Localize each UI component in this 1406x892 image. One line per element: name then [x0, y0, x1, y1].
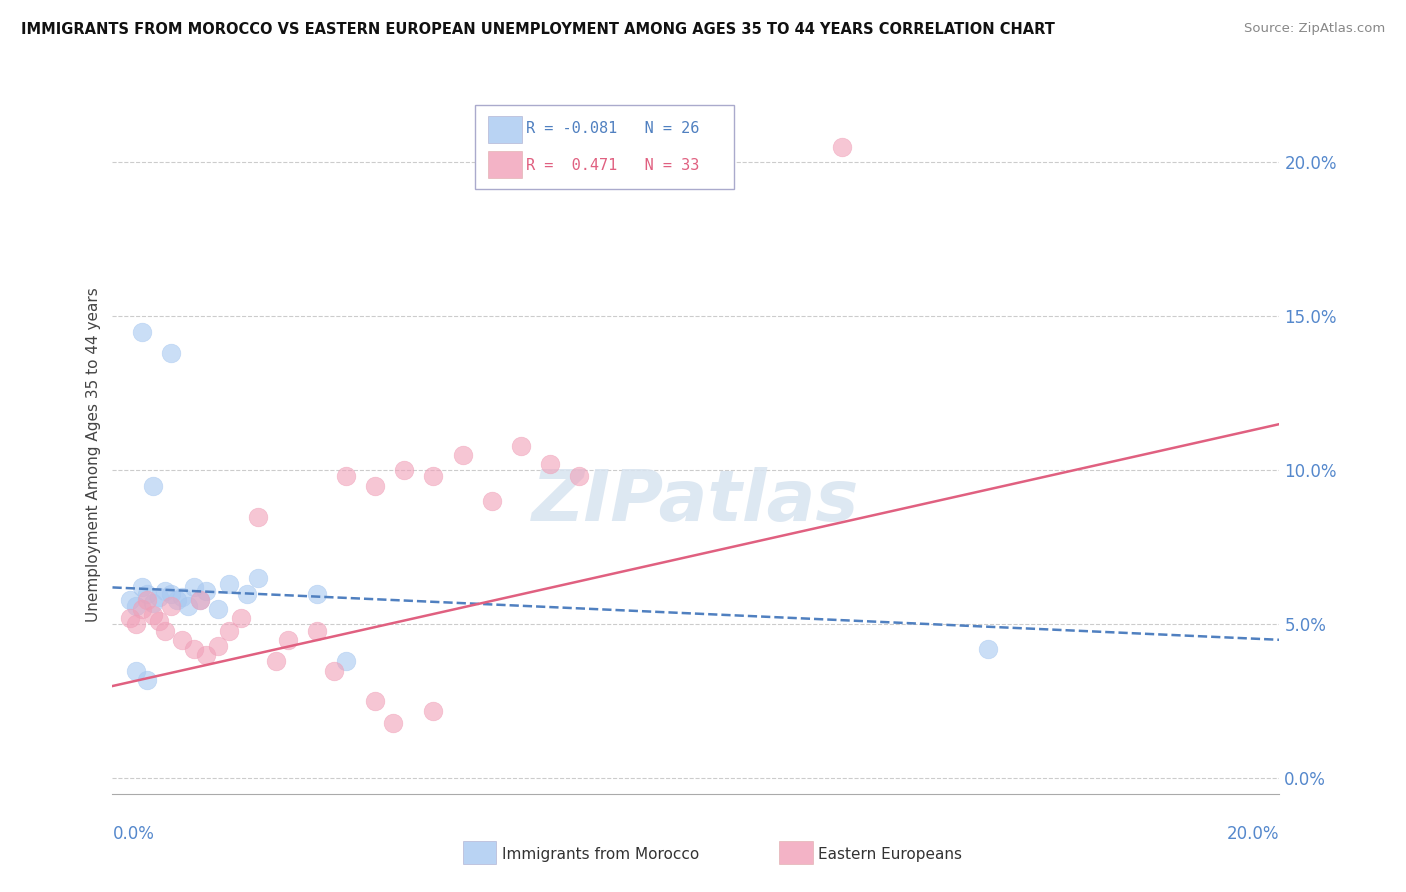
Point — [148, 615, 170, 629]
Point — [364, 479, 387, 493]
Point — [481, 494, 503, 508]
Point — [136, 592, 159, 607]
Point — [172, 632, 194, 647]
Point — [364, 694, 387, 708]
Text: R =  0.471   N = 33: R = 0.471 N = 33 — [526, 158, 699, 173]
Point — [125, 617, 148, 632]
Point — [276, 632, 298, 647]
Point — [148, 590, 170, 604]
Point — [305, 586, 328, 600]
Point — [142, 608, 165, 623]
Point — [183, 581, 205, 595]
Point — [976, 642, 998, 657]
Point — [305, 624, 328, 638]
Point — [335, 469, 357, 483]
Point — [136, 586, 159, 600]
Point — [153, 583, 176, 598]
Point — [451, 448, 474, 462]
Point — [538, 457, 561, 471]
Point — [323, 664, 346, 678]
Point — [194, 648, 217, 663]
Point — [207, 602, 229, 616]
Point — [131, 325, 153, 339]
Point — [153, 624, 176, 638]
Point — [422, 704, 444, 718]
Text: IMMIGRANTS FROM MOROCCO VS EASTERN EUROPEAN UNEMPLOYMENT AMONG AGES 35 TO 44 YEA: IMMIGRANTS FROM MOROCCO VS EASTERN EUROP… — [21, 22, 1054, 37]
Point — [218, 577, 240, 591]
Point — [247, 509, 270, 524]
Point — [335, 654, 357, 668]
Point — [194, 583, 217, 598]
Point — [125, 664, 148, 678]
Y-axis label: Unemployment Among Ages 35 to 44 years: Unemployment Among Ages 35 to 44 years — [86, 287, 101, 623]
Point — [247, 571, 270, 585]
Point — [831, 140, 853, 154]
Point — [131, 581, 153, 595]
Point — [392, 463, 416, 477]
Point — [264, 654, 287, 668]
Text: Source: ZipAtlas.com: Source: ZipAtlas.com — [1244, 22, 1385, 36]
Point — [235, 586, 257, 600]
Point — [142, 596, 165, 610]
Point — [172, 590, 194, 604]
Point — [142, 479, 165, 493]
Point — [218, 624, 240, 638]
Point — [509, 439, 531, 453]
Point — [207, 639, 229, 653]
Point — [118, 592, 141, 607]
Point — [160, 586, 183, 600]
Point — [125, 599, 148, 613]
Point — [177, 599, 200, 613]
Point — [183, 642, 205, 657]
Text: Immigrants from Morocco: Immigrants from Morocco — [502, 847, 699, 862]
Point — [381, 716, 404, 731]
Point — [160, 599, 183, 613]
Point — [188, 592, 211, 607]
Point — [131, 602, 153, 616]
Point — [118, 611, 141, 625]
Point — [422, 469, 444, 483]
Point — [229, 611, 252, 625]
Point — [166, 592, 188, 607]
Text: Eastern Europeans: Eastern Europeans — [818, 847, 962, 862]
Text: 0.0%: 0.0% — [112, 825, 155, 843]
Text: R = -0.081   N = 26: R = -0.081 N = 26 — [526, 121, 699, 136]
Point — [160, 346, 183, 360]
Point — [568, 469, 591, 483]
Text: 20.0%: 20.0% — [1227, 825, 1279, 843]
Point — [188, 592, 211, 607]
Text: ZIPatlas: ZIPatlas — [533, 467, 859, 535]
Point — [136, 673, 159, 687]
